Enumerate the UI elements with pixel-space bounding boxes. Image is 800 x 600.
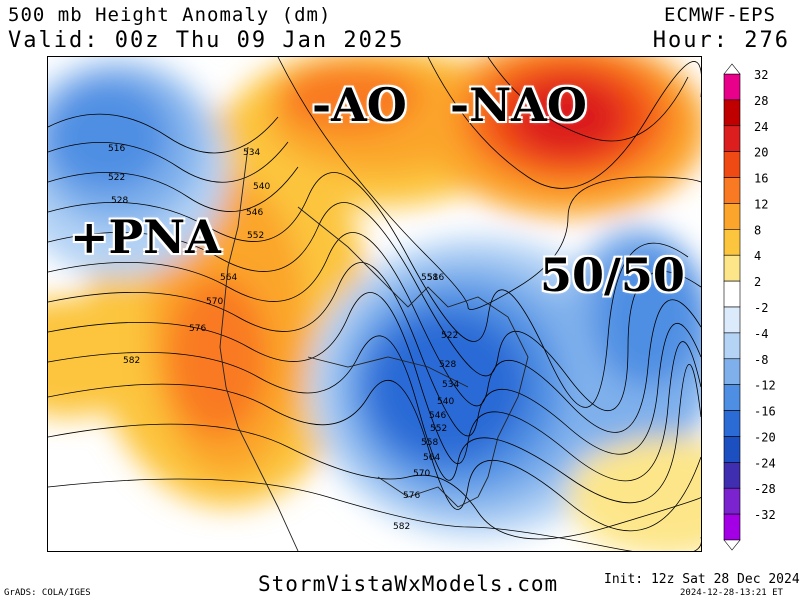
colorbar-swatch <box>723 436 741 463</box>
colorbar-swatch <box>723 177 741 204</box>
contour-label: 546 <box>246 208 263 218</box>
contour-label: 552 <box>430 424 447 434</box>
annotation-pna: +PNA <box>70 210 221 264</box>
site-name: StormVistaWxModels.com <box>258 572 559 596</box>
contour-label: 528 <box>439 360 456 370</box>
colorbar-legend: 32 28 24 20 16 12 8 4 2 -2 -4 -8 -12 -16 -20 -24 -28 -32 <box>723 63 776 551</box>
contour-label: 558 <box>421 438 438 448</box>
contour-label: 582 <box>123 356 140 366</box>
colorbar-swatch <box>723 410 741 437</box>
colorbar-tick-label: -28 <box>754 482 776 496</box>
colorbar-swatch <box>723 125 741 152</box>
contour-label: 534 <box>442 380 459 390</box>
coastlines <box>219 146 529 551</box>
contour-label: 516 <box>108 144 125 154</box>
colorbar-tick-label: 4 <box>754 249 761 263</box>
colorbar-swatch <box>723 254 741 282</box>
map-canvas: 516 522 528 534 540 546 552 558 564 570 … <box>48 57 701 551</box>
annotation-ao: -AO <box>312 78 407 132</box>
grads-credit: GrADS: COLA/IGES <box>4 588 91 598</box>
generated-timestamp: 2024-12-28-13:21 ET <box>680 588 783 598</box>
contour-label: 558 <box>421 273 438 283</box>
contour-label: 570 <box>206 297 223 307</box>
contour-label: 5 <box>400 103 406 113</box>
contour-label: 576 <box>189 324 206 334</box>
forecast-hour: Hour: 276 <box>652 28 790 53</box>
colorbar-tick-label: -16 <box>754 405 776 419</box>
colorbar-swatch <box>723 358 741 385</box>
valid-time: Valid: 00z Thu 09 Jan 2025 <box>8 28 405 53</box>
colorbar-tick-label: -20 <box>754 430 776 444</box>
contour-label: 576 <box>403 491 420 501</box>
colorbar-swatch <box>723 151 741 178</box>
colorbar-tick-label: -8 <box>754 353 768 367</box>
contour-label: 528 <box>111 196 128 206</box>
colorbar-swatch <box>723 229 741 256</box>
contour-label: 564 <box>423 453 440 463</box>
contour-label: 540 <box>437 397 454 407</box>
colorbar-tick-label: 32 <box>754 68 768 82</box>
colorbar-swatch <box>723 99 741 127</box>
init-time: Init: 12z Sat 28 Dec 2024 <box>604 572 800 587</box>
colorbar-tick-label: 12 <box>754 197 768 211</box>
colorbar-tick-label: -32 <box>754 508 776 522</box>
map-title: 500 mb Height Anomaly (dm) <box>8 4 332 26</box>
colorbar-tick-label: 8 <box>754 223 761 237</box>
colorbar-swatch <box>723 513 741 541</box>
contour-label: 552 <box>247 231 264 241</box>
contour-label: 516 <box>427 273 444 283</box>
contour-label: 546 <box>429 411 446 421</box>
colorbar-tick-label: 20 <box>754 146 768 160</box>
colorbar-swatch <box>723 280 741 308</box>
contour-label: 564 <box>220 273 237 283</box>
colorbar-tick-label: -24 <box>754 456 776 470</box>
colorbar-swatch <box>723 487 741 515</box>
colorbar-swatch <box>723 306 741 334</box>
colorbar-tick-label: 16 <box>754 172 768 186</box>
colorbar-tick-label: -2 <box>754 301 768 315</box>
model-name: ECMWF-EPS <box>664 4 776 26</box>
colorbar-swatch <box>723 332 741 360</box>
colorbar-swatch <box>723 384 741 411</box>
colorbar-tick-label: -4 <box>754 327 768 341</box>
colorbar-swatch <box>723 73 741 101</box>
colorbar-swatch <box>723 203 741 230</box>
contour-label: 522 <box>108 173 125 183</box>
contour-label: 522 <box>441 331 458 341</box>
contour-label-group: 516 522 528 534 540 546 552 558 564 570 … <box>108 103 459 532</box>
colorbar-min-arrow <box>723 539 741 551</box>
colorbar-tick-label: 24 <box>754 120 768 134</box>
annotation-fifty-fifty: 50/50 <box>540 248 685 302</box>
colorbar-tick-label: 28 <box>754 94 768 108</box>
colorbar-max-arrow <box>723 63 741 75</box>
anomaly-map: 516 522 528 534 540 546 552 558 564 570 … <box>47 56 702 552</box>
contour-label: 582 <box>393 522 410 532</box>
contour-label: 570 <box>413 469 430 479</box>
colorbar-tick-label: -12 <box>754 379 776 393</box>
colorbar-tick-label: 2 <box>754 275 761 289</box>
colorbar-swatch <box>723 462 741 489</box>
contour-label: 534 <box>243 148 260 158</box>
contour-label: 540 <box>253 182 270 192</box>
annotation-nao: -NAO <box>450 78 587 132</box>
height-contours <box>48 57 701 551</box>
